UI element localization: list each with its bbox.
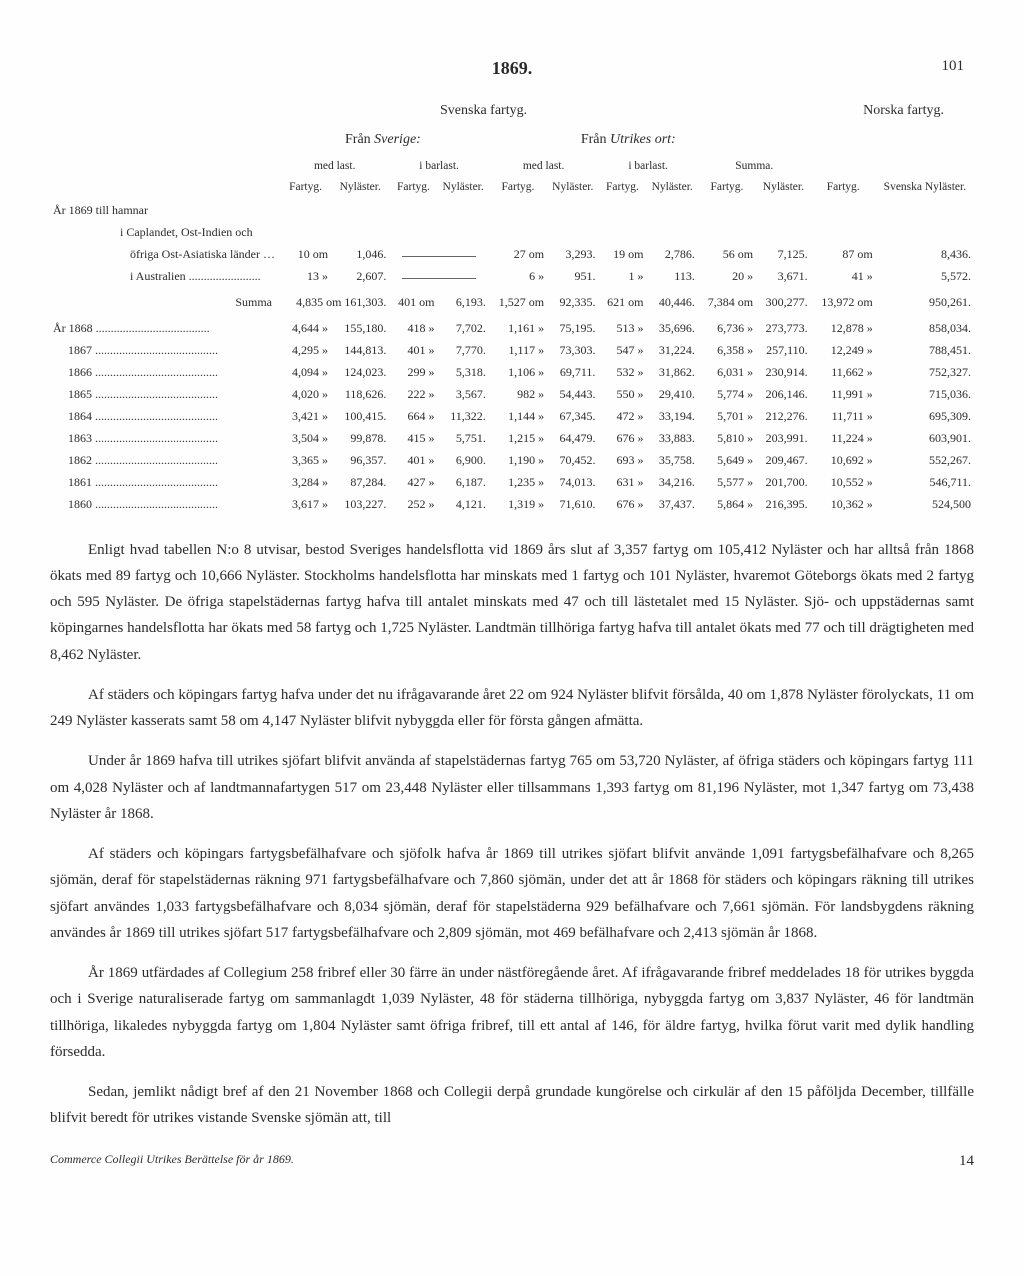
paragraph-1: Enligt hvad tabellen N:o 8 utvisar, best…	[50, 537, 974, 668]
row-year-label: 1866 ...................................…	[50, 361, 280, 383]
paragraph-3: Under år 1869 hafva till utrikes sjöfart…	[50, 748, 974, 827]
row-year-label: 1863 ...................................…	[50, 427, 280, 449]
col-nylaster: Nyläster.	[437, 177, 488, 198]
col-fartyg: Fartyg.	[598, 177, 646, 198]
table-row: 1860 ...................................…	[50, 493, 974, 515]
row-year-label: 1860 ...................................…	[50, 493, 280, 515]
col-fartyg: Fartyg.	[280, 177, 331, 198]
col-fartyg: Fartyg.	[811, 177, 876, 198]
page-number: 101	[942, 55, 965, 78]
col-svenska-nyl: Svenska Nyläster.	[876, 177, 974, 198]
col-ibarlast-1: i barlast.	[389, 156, 488, 177]
page-header: 1869. 101	[50, 55, 974, 82]
row-label: Summa	[50, 287, 280, 317]
group-sverige: Från Sverige:	[345, 129, 421, 150]
col-fartyg: Fartyg.	[489, 177, 547, 198]
col-nylaster: Nyläster.	[331, 177, 389, 198]
table-row: 1861 ...................................…	[50, 471, 974, 493]
col-nylaster: Nyläster.	[756, 177, 811, 198]
col-fartyg: Fartyg.	[389, 177, 437, 198]
subtitle-svenska: Svenska fartyg.	[440, 100, 527, 121]
row-year-label: 1867 ...................................…	[50, 339, 280, 361]
subtitle-row: Svenska fartyg. Norska fartyg.	[50, 100, 974, 121]
group-utrikes: Från Utrikes ort:	[581, 129, 676, 150]
table-row: 1867 ...................................…	[50, 339, 974, 361]
footer-citation: Commerce Collegii Utrikes Berättelse för…	[50, 1150, 294, 1173]
table-row: År 1869 till hamnar	[50, 199, 974, 221]
table-row: 1866 ...................................…	[50, 361, 974, 383]
row-year-label: 1861 ...................................…	[50, 471, 280, 493]
table-row: 1863 ...................................…	[50, 427, 974, 449]
col-medlast-2: med last.	[489, 156, 599, 177]
col-nylaster: Nyläster.	[647, 177, 698, 198]
col-nylaster: Nyläster.	[547, 177, 598, 198]
table-row: öfriga Ost-Asiatiska länder … 10 om 1,04…	[50, 243, 974, 265]
shipping-table: med last. i barlast. med last. i barlast…	[50, 156, 974, 515]
col-fartyg: Fartyg.	[698, 177, 756, 198]
paragraph-2: Af städers och köpingars fartyg hafva un…	[50, 682, 974, 735]
table-row: 1865 ...................................…	[50, 383, 974, 405]
paragraph-6: Sedan, jemlikt nådigt bref af den 21 Nov…	[50, 1079, 974, 1132]
row-year-label: År 1868 ................................…	[50, 317, 280, 339]
col-summa: Summa.	[698, 156, 811, 177]
row-label: i Caplandet, Ost-Indien och	[50, 221, 280, 243]
row-label: öfriga Ost-Asiatiska länder …	[50, 243, 280, 265]
footer-page: 14	[959, 1150, 974, 1173]
col-ibarlast-2: i barlast.	[598, 156, 697, 177]
table-row-summa: Summa 4,835 om 161,303. 401 om 6,193. 1,…	[50, 287, 974, 317]
page-footer: Commerce Collegii Utrikes Berättelse för…	[50, 1150, 974, 1173]
table-row: i Australien ........................ 13…	[50, 265, 974, 287]
group-headers: Från Sverige: Från Utrikes ort:	[50, 129, 974, 150]
table-row: År 1868 ................................…	[50, 317, 974, 339]
subtitle-norska: Norska fartyg.	[863, 100, 944, 121]
table-row: 1862 ...................................…	[50, 449, 974, 471]
col-medlast-1: med last.	[280, 156, 389, 177]
row-label: År 1869 till hamnar	[50, 199, 280, 221]
row-label: i Australien ........................	[50, 265, 280, 287]
paragraph-4: Af städers och köpingars fartygsbefälhaf…	[50, 841, 974, 946]
table-row: i Caplandet, Ost-Indien och	[50, 221, 974, 243]
year-title: 1869.	[50, 55, 974, 82]
row-year-label: 1862 ...................................…	[50, 449, 280, 471]
paragraph-5: År 1869 utfärdades af Collegium 258 frib…	[50, 960, 974, 1065]
row-year-label: 1865 ...................................…	[50, 383, 280, 405]
table-row: 1864 ...................................…	[50, 405, 974, 427]
row-year-label: 1864 ...................................…	[50, 405, 280, 427]
